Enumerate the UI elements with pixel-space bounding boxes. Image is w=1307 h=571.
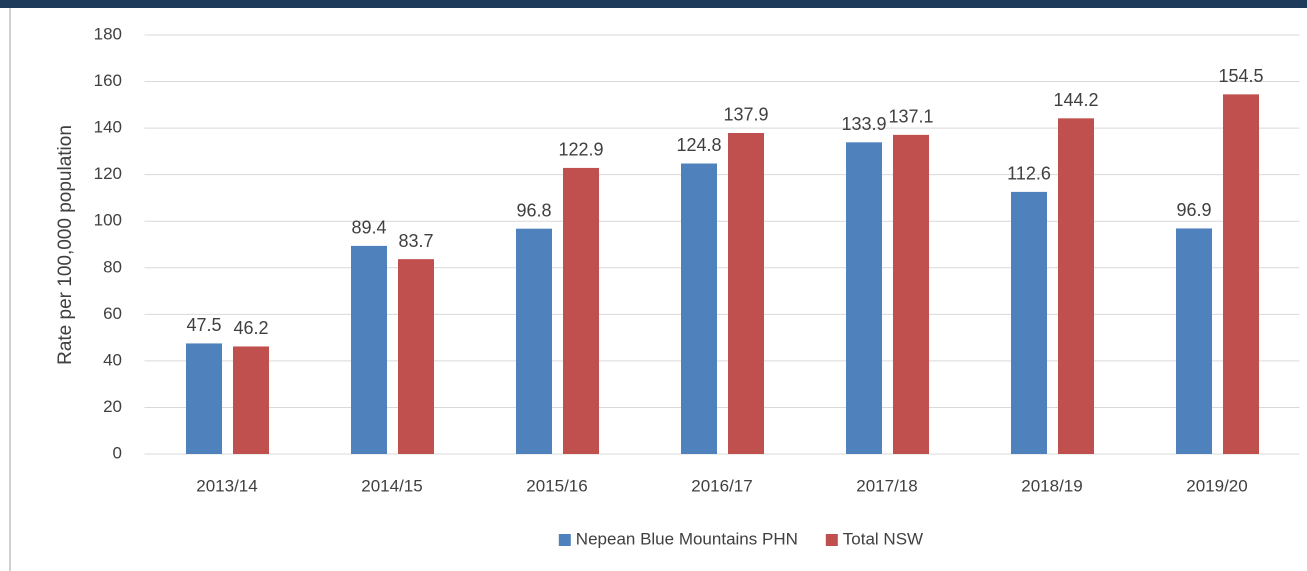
bar bbox=[681, 163, 717, 454]
data-label: 144.2 bbox=[1053, 90, 1098, 110]
data-label: 83.7 bbox=[398, 231, 433, 251]
y-tick-label: 0 bbox=[113, 443, 122, 462]
y-tick-label: 60 bbox=[103, 304, 122, 323]
top-bar bbox=[0, 0, 1307, 8]
bar bbox=[563, 167, 599, 454]
y-tick-label: 160 bbox=[94, 71, 122, 90]
x-tick-label: 2015/16 bbox=[526, 476, 587, 495]
y-tick-label: 100 bbox=[94, 211, 122, 230]
data-label: 96.8 bbox=[516, 200, 551, 220]
y-tick-label: 140 bbox=[94, 118, 122, 137]
y-tick-label: 120 bbox=[94, 164, 122, 183]
bar bbox=[1011, 191, 1047, 455]
x-tick-label: 2014/15 bbox=[361, 476, 422, 495]
bar bbox=[351, 245, 387, 454]
x-tick-label: 2017/18 bbox=[856, 476, 917, 495]
data-label: 96.9 bbox=[1176, 200, 1211, 220]
bar bbox=[728, 132, 764, 454]
bar bbox=[1176, 228, 1212, 454]
data-label: 154.5 bbox=[1218, 66, 1263, 86]
x-tick-label: 2013/14 bbox=[196, 476, 257, 495]
legend-swatch bbox=[558, 534, 571, 546]
data-label: 133.9 bbox=[841, 114, 886, 134]
x-tick-label: 2018/19 bbox=[1021, 476, 1082, 495]
data-label: 89.4 bbox=[351, 218, 386, 238]
legend-label: Total NSW bbox=[843, 529, 923, 548]
y-tick-label: 180 bbox=[94, 24, 122, 43]
bar bbox=[233, 346, 269, 454]
legend-swatch bbox=[825, 534, 838, 546]
data-label: 124.8 bbox=[676, 135, 721, 155]
y-tick-label: 40 bbox=[103, 350, 122, 369]
bar bbox=[1223, 94, 1259, 454]
bar bbox=[893, 134, 929, 454]
data-label: 112.6 bbox=[1007, 164, 1051, 184]
legend-label: Nepean Blue Mountains PHN bbox=[576, 529, 798, 548]
y-tick-label: 20 bbox=[103, 397, 122, 416]
x-tick-label: 2016/17 bbox=[691, 476, 752, 495]
bar bbox=[186, 343, 222, 454]
data-label: 137.9 bbox=[723, 105, 768, 125]
bar bbox=[846, 142, 882, 455]
x-tick-label: 2019/20 bbox=[1186, 476, 1247, 495]
data-label: 137.1 bbox=[888, 107, 933, 127]
data-label: 47.5 bbox=[186, 315, 221, 335]
data-label: 122.9 bbox=[558, 140, 603, 160]
bar bbox=[398, 259, 434, 454]
y-tick-label: 80 bbox=[103, 257, 122, 276]
bar bbox=[516, 228, 552, 454]
y-axis-title: Rate per 100,000 population bbox=[55, 125, 76, 365]
bar bbox=[1058, 118, 1094, 454]
data-label: 46.2 bbox=[233, 318, 268, 338]
